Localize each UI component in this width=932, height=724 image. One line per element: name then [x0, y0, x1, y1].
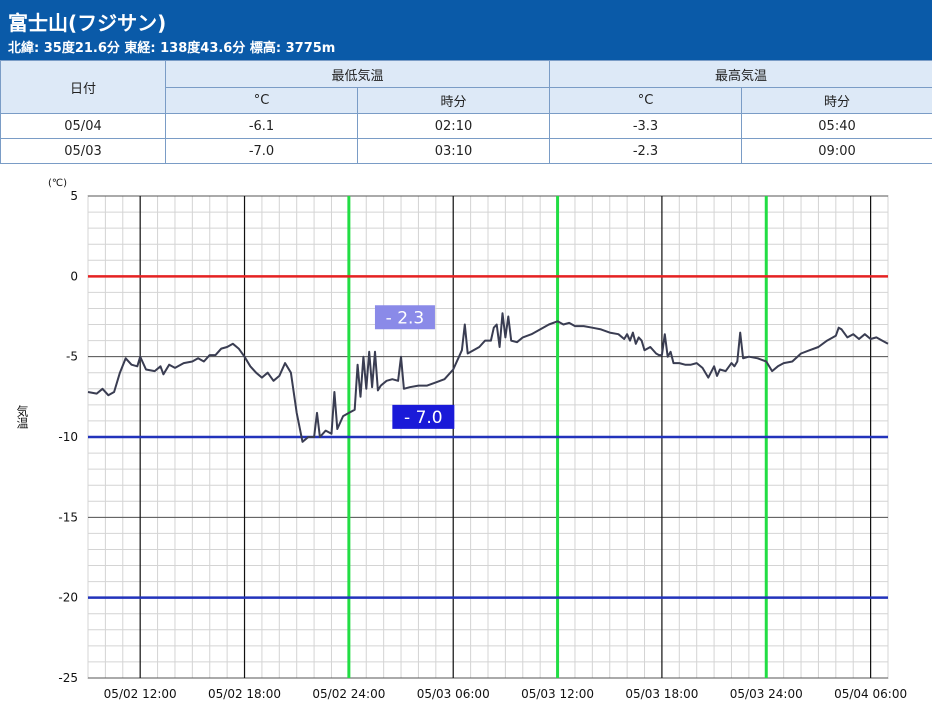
row-min-time: 02:10 [356, 113, 551, 139]
date-header: 日付 [0, 60, 166, 114]
x-tick-label: 05/02 18:00 [208, 687, 281, 701]
table-row: 05/04 -6.1 02:10 -3.3 05:40 [0, 113, 932, 139]
x-tick-label: 05/02 24:00 [312, 687, 385, 701]
min-time-header: 時分 [356, 87, 551, 114]
annotation-box [392, 404, 455, 429]
annotation-label: - 7.0 [404, 408, 443, 428]
min-temp-header: 最低気温 [164, 60, 551, 88]
y-axis-label: 気温 [15, 404, 29, 429]
row-min-time: 03:10 [356, 138, 551, 164]
y-unit-label: (℃) [48, 178, 67, 189]
y-tick-label: -20 [58, 591, 78, 605]
y-tick-label: -25 [58, 671, 78, 685]
row-date: 05/04 [0, 113, 166, 139]
x-tick-label: 05/03 24:00 [730, 687, 803, 701]
table-row: 05/03 -7.0 03:10 -2.3 09:00 [0, 138, 932, 164]
temperature-series-line [87, 312, 889, 443]
x-tick-label: 05/04 06:00 [834, 687, 907, 701]
y-tick-label: -5 [66, 350, 78, 364]
row-min-temp: -7.0 [165, 138, 358, 164]
max-time-header: 時分 [741, 87, 932, 114]
station-title: 富士山(フジサン) [8, 11, 167, 35]
row-max-time: 05:40 [741, 113, 932, 139]
y-tick-label: -15 [58, 510, 78, 524]
temperature-table: 日付 最低気温 最高気温 °C 時分 °C 時分 05/04 -6.1 02:1… [0, 60, 932, 164]
row-min-temp: -6.1 [165, 113, 358, 139]
max-unit-header: °C [549, 87, 743, 114]
max-temp-header: 最高気温 [549, 60, 932, 88]
y-tick-label: -10 [58, 430, 78, 444]
temperature-chart: 05/02 12:00 05/02 18:00 05/02 24:00 05/03 0… [15, 178, 907, 701]
x-tick-label: 05/03 12:00 [521, 687, 594, 701]
x-tick-label: 05/03 06:00 [417, 687, 490, 701]
annotation-label: - 2.3 [386, 308, 425, 328]
min-unit-header: °C [165, 87, 358, 114]
station-location-info: 北緯: 35度21.6分 東経: 138度43.6分 標高: 3775m [8, 41, 336, 56]
row-date: 05/03 [0, 138, 166, 164]
y-tick-label: 0 [70, 269, 78, 283]
x-tick-label: 05/02 12:00 [104, 687, 177, 701]
annotation-box [374, 305, 435, 330]
row-max-temp: -2.3 [549, 138, 743, 164]
y-tick-label: 5 [70, 189, 78, 203]
row-max-time: 09:00 [741, 138, 932, 164]
row-max-temp: -3.3 [549, 113, 743, 139]
x-tick-label: 05/03 18:00 [625, 687, 698, 701]
station-header: 富士山(フジサン) 北緯: 35度21.6分 東経: 138度43.6分 標高:… [0, 0, 932, 60]
